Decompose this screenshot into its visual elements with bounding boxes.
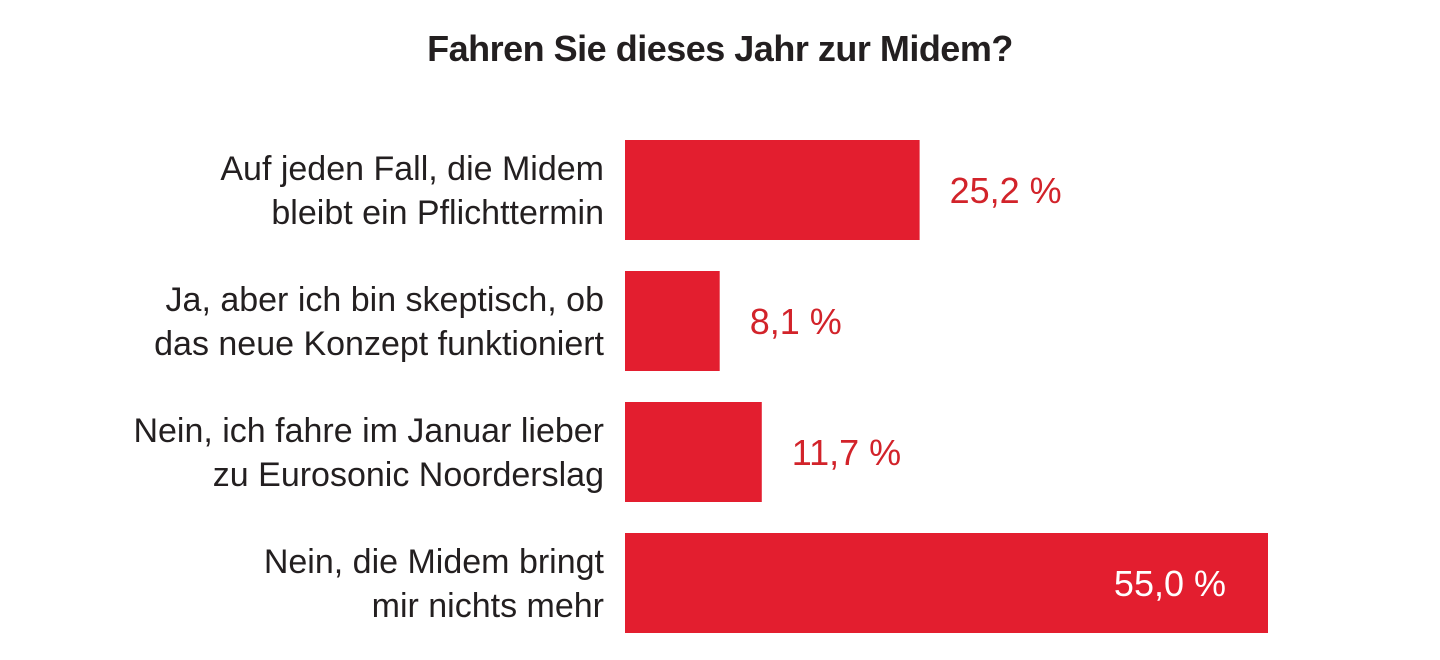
chart-title: Fahren Sie dieses Jahr zur Midem? xyxy=(427,28,1013,69)
bar-2 xyxy=(625,402,762,502)
category-label-1: Ja, aber ich bin skeptisch, ob das neue K… xyxy=(154,281,604,363)
value-label-0: 25,2 % xyxy=(950,170,1062,211)
category-label-0-line-1: bleibt ein Pflichttermin xyxy=(271,194,604,232)
category-label-0-line-0: Auf jeden Fall, die Midem xyxy=(220,150,604,188)
category-label-1-line-1: das neue Konzept funktioniert xyxy=(154,325,604,363)
bars-layer: Auf jeden Fall, die Midem bleibt ein Pfli… xyxy=(133,140,1268,633)
category-label-3: Nein, die Midem bringt mir nichts mehr xyxy=(264,543,605,625)
value-label-2: 11,7 % xyxy=(792,432,901,473)
category-label-1-line-0: Ja, aber ich bin skeptisch, ob xyxy=(166,281,604,319)
category-label-2: Nein, ich fahre im Januar lieber zu Euros… xyxy=(133,412,604,494)
bar-3 xyxy=(625,533,1268,633)
category-label-3-line-1: mir nichts mehr xyxy=(372,587,604,625)
value-label-3: 55,0 % xyxy=(1114,563,1226,604)
category-label-3-line-0: Nein, die Midem bringt xyxy=(264,543,605,581)
category-label-2-line-1: zu Eurosonic Noorderslag xyxy=(213,456,604,494)
category-label-2-line-0: Nein, ich fahre im Januar lieber xyxy=(133,412,604,450)
category-label-0: Auf jeden Fall, die Midem bleibt ein Pfli… xyxy=(220,150,604,232)
bar-0 xyxy=(625,140,920,240)
value-label-1: 8,1 % xyxy=(750,301,842,342)
bar-1 xyxy=(625,271,720,371)
